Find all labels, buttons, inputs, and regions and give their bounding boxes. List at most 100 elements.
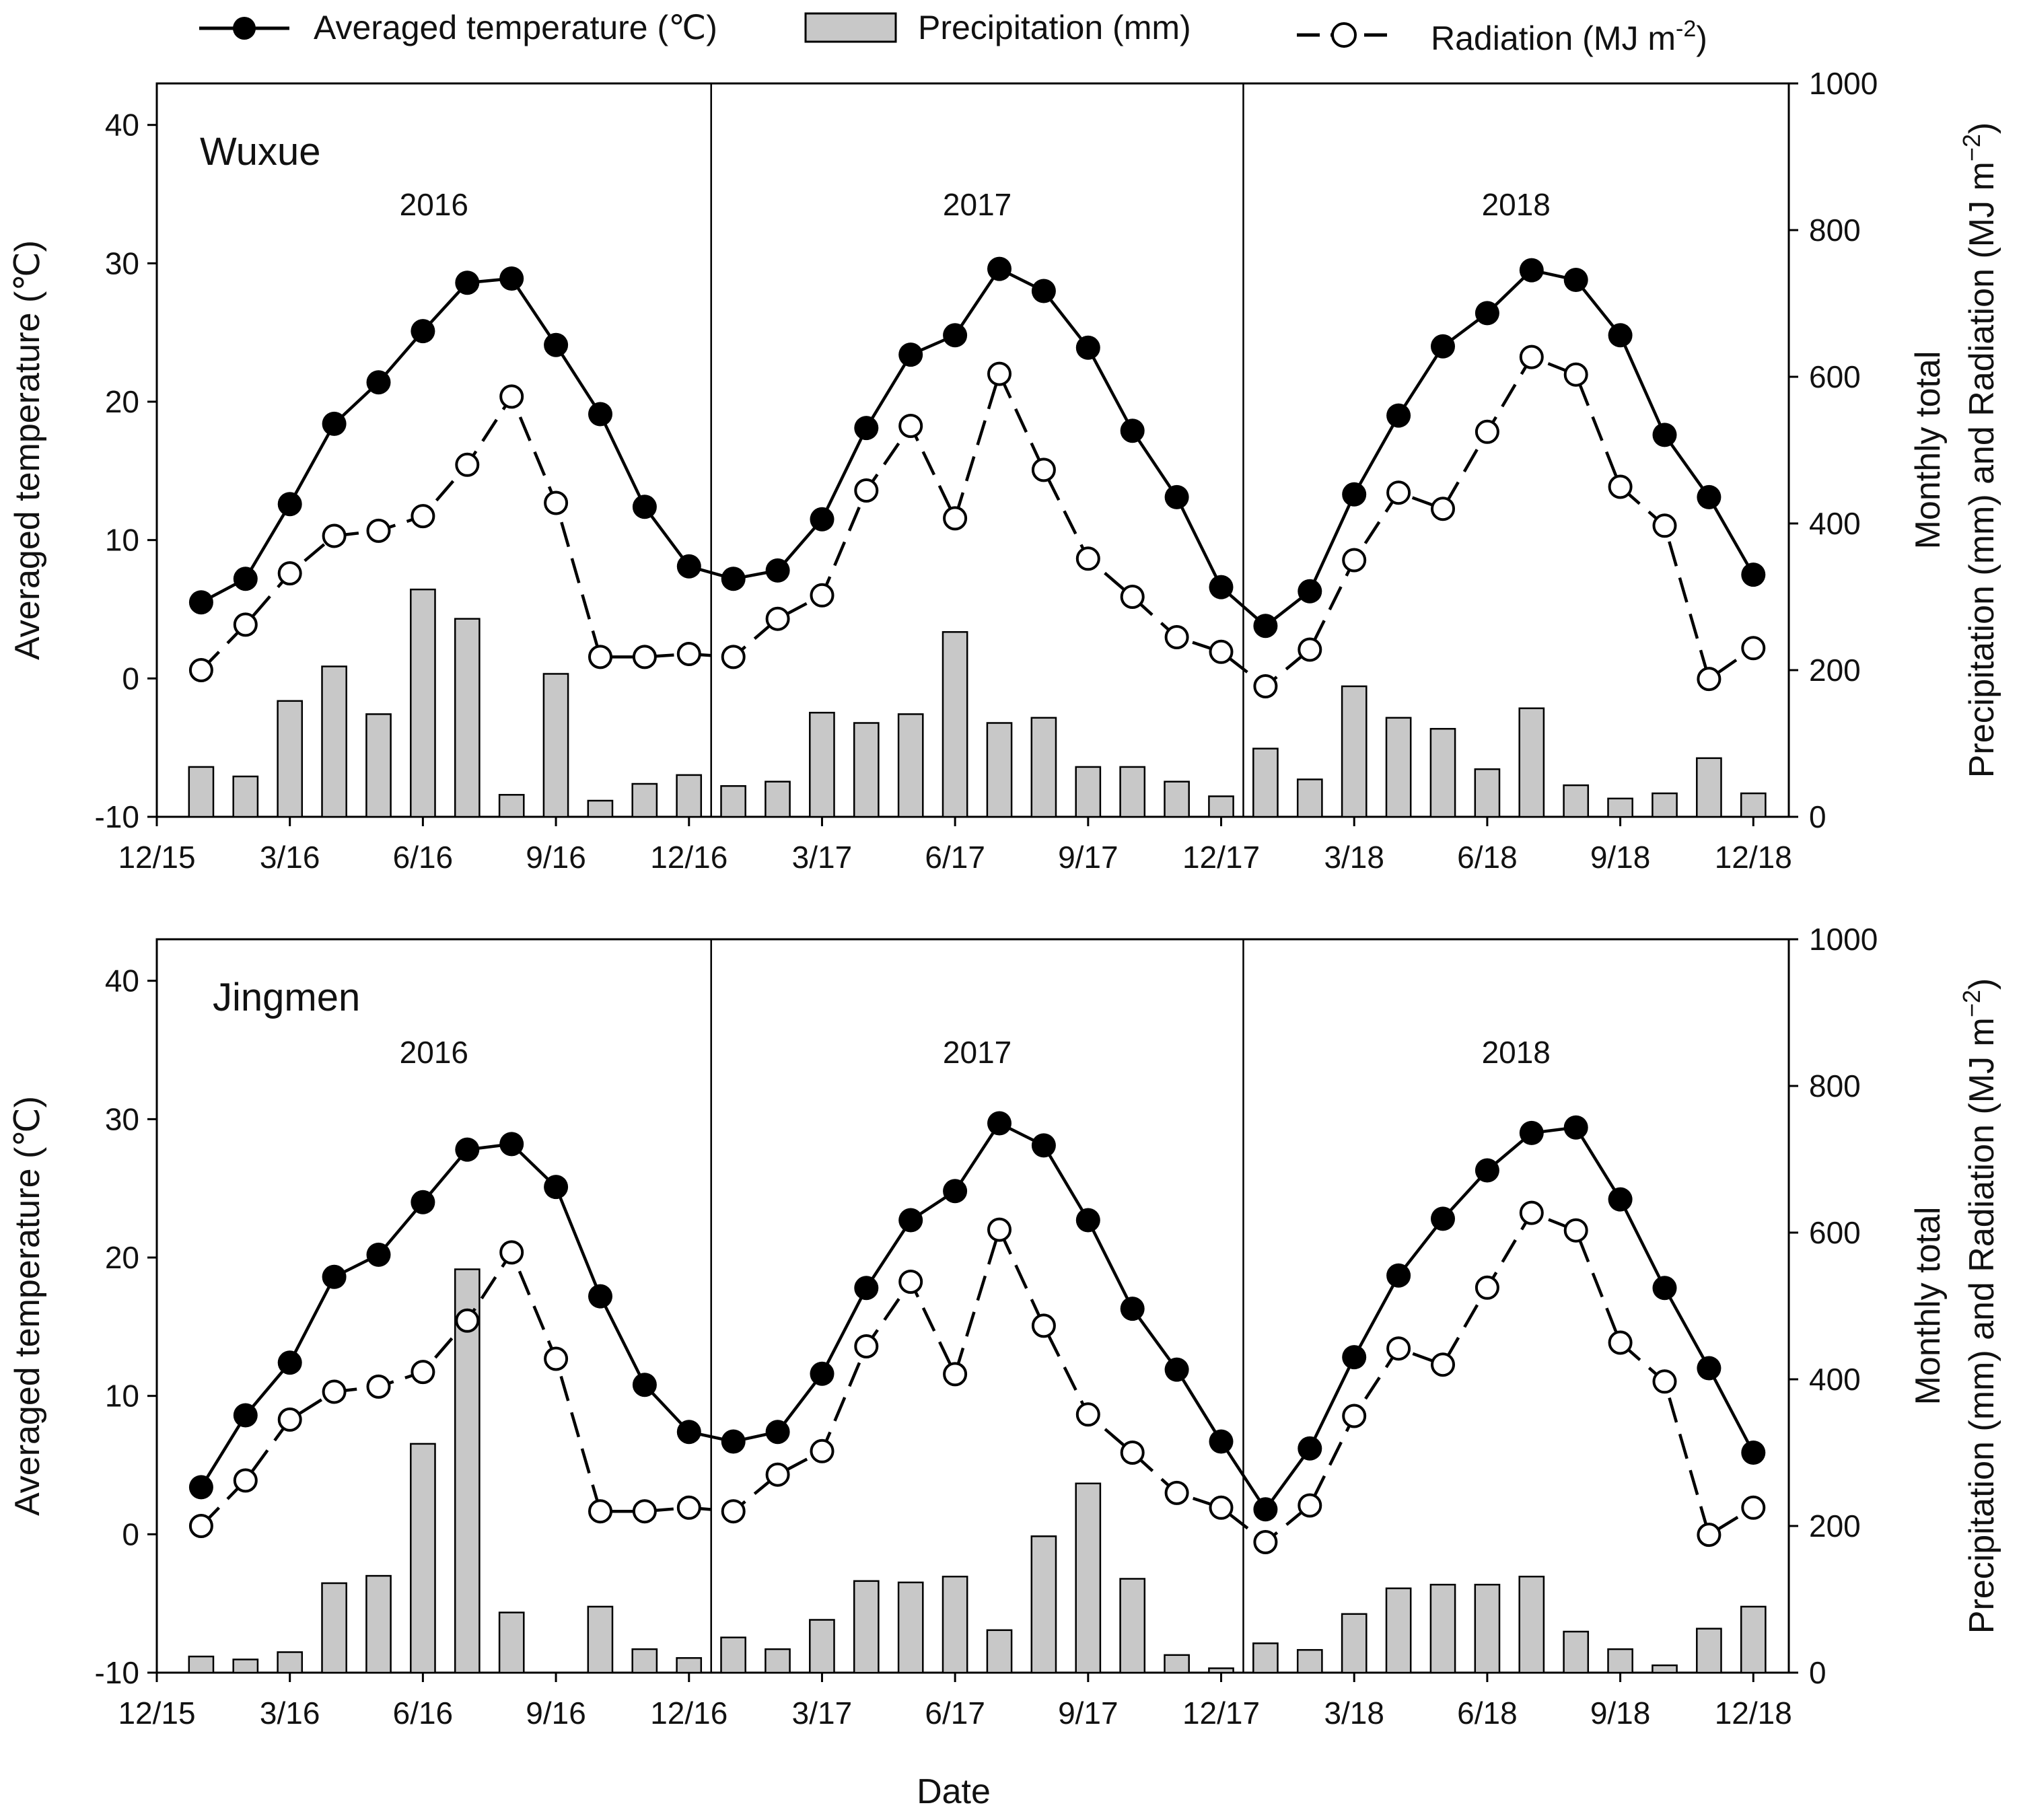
radiation-point [233,612,258,637]
temperature-point [455,1137,480,1162]
precipitation-bar [410,1443,436,1674]
right-tick-label: 200 [1809,1508,1861,1543]
radiation-point [544,490,569,515]
temperature-point [1608,323,1633,348]
temperature-point [943,323,968,348]
year-labels: 2016 2017 2018 [400,187,1551,222]
precipitation-bar [1030,1535,1057,1674]
radiation-point [1031,458,1056,482]
radiation-point [721,1499,746,1524]
left-tick-label: -10 [95,1655,139,1690]
radiation-point [987,361,1012,386]
left-axis-title: Averaged temperature (℃) [8,240,47,660]
radiation-series [188,1200,1766,1554]
temperature-line [200,266,1755,628]
radiation-point [1120,585,1145,609]
radiation-point [455,452,480,477]
left-tick-label: 10 [105,523,139,558]
left-axis-ticks: -10 0 10 20 30 40 [95,963,157,1690]
temperature-point [455,270,480,295]
radiation-point [1386,480,1411,505]
precipitation-bar [1341,685,1368,818]
temperature-point [1120,418,1145,443]
temperature-point [1298,1436,1322,1461]
temperature-point [188,1475,213,1500]
x-tick-label: 6/17 [925,840,985,875]
radiation-point [1475,1275,1499,1300]
precipitation-bar [1740,792,1767,818]
x-tick-label: 12/15 [118,1696,195,1731]
precipitation-bar [631,782,658,818]
precipitation-bar [1119,1578,1146,1674]
x-tick-label: 3/17 [792,1696,853,1731]
precipitation-bar [188,766,215,818]
precipitation-bar [188,1655,215,1674]
temperature-point [1519,1120,1544,1145]
right-axis-title-line2: Precipitation (mm) and Radiation (MJ m−2… [1958,978,2001,1634]
precipitation-bar [1652,792,1678,818]
temperature-point [765,558,790,583]
radiation-point [1298,637,1322,662]
temperature-point [1209,575,1234,599]
temperature-point [987,256,1012,281]
precipitation-bar [1296,778,1323,818]
x-tick-label: 12/18 [1715,1696,1792,1731]
x-tick-label: 9/18 [1590,1696,1651,1731]
temperature-point [676,554,701,579]
legend-radiation-label: Radiation (MJ m-2) [1431,16,1707,57]
temperature-point [544,1175,569,1200]
temperature-point [1519,258,1544,283]
temperature-point [1386,1263,1411,1288]
temperature-point [1298,579,1322,604]
precipitation-bar [542,673,569,818]
left-tick-label: -10 [95,799,139,834]
radiation-point [943,1362,968,1387]
radiation-point [1342,548,1367,573]
radiation-point [1209,639,1234,664]
temperature-point [1386,403,1411,428]
precipitation-bar [809,1619,835,1674]
precipitation-bar [720,1636,746,1674]
x-axis-ticks: 12/15 3/16 6/16 9/16 12/16 3/17 6/17 9/17 12/17 3… [118,1673,1792,1731]
temperature-point [1164,1357,1189,1382]
temperature-point [1563,268,1588,292]
precipitation-bar [1385,717,1412,818]
radiation-point [188,1514,213,1538]
precipitation-bar [676,774,703,818]
temperature-point [1253,1497,1278,1522]
radiation-point [499,1240,524,1265]
left-tick-label: 30 [105,246,139,281]
radiation-point [721,645,746,669]
radiation-point [1253,1530,1278,1554]
legend-precipitation-swatch [804,12,897,43]
temperature-point [188,590,213,615]
right-tick-label: 0 [1809,1655,1826,1690]
precipitation-bar [853,722,880,818]
precipitation-bar [1474,768,1501,818]
radiation-point [765,1462,790,1487]
temperature-point [1075,335,1100,360]
temperature-point [1697,1356,1722,1381]
panel-title-wuxue: Wuxue [200,130,320,174]
radiation-point [765,606,790,631]
radiation-point [1563,1218,1588,1243]
precipitation-bar [1119,766,1146,818]
panel-title-jingmen: Jingmen [213,976,360,1019]
radiation-point [1608,1330,1633,1355]
radiation-point [588,1499,612,1524]
x-tick-label: 3/16 [260,840,320,875]
x-tick-label: 3/17 [792,840,853,875]
temperature-point [1431,334,1455,359]
plot-frame [155,82,1790,818]
precipitation-bar [1030,717,1057,818]
radiation-series [188,344,1766,698]
radiation-point [1652,513,1677,538]
temperature-point [1563,1115,1588,1140]
radiation-point [455,1308,480,1333]
precipitation-bar [1474,1583,1501,1674]
precipitation-bar [498,1611,525,1674]
temperature-point [366,1242,391,1267]
precipitation-bar [1075,1482,1102,1674]
left-axis-title: Averaged temperature (℃) [8,1096,47,1516]
temperature-point [632,1373,657,1397]
